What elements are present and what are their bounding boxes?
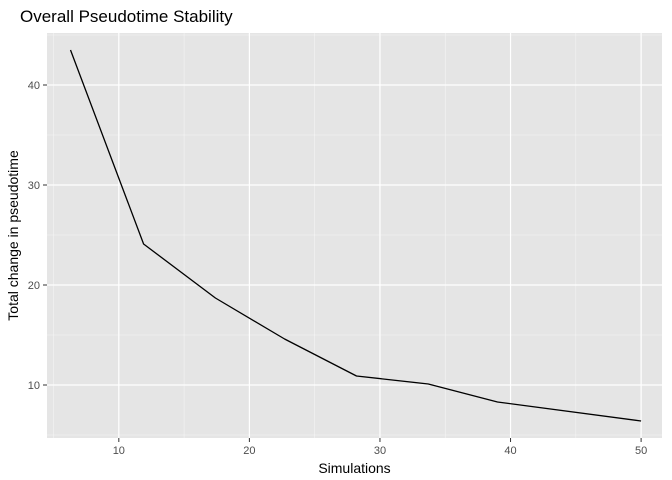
x-tick-label: 40 — [504, 445, 516, 457]
y-tick-label: 10 — [28, 380, 40, 392]
major-gridlines — [47, 33, 662, 438]
x-axis: 10 20 30 40 50 — [113, 438, 647, 457]
x-axis-title: Simulations — [318, 460, 390, 476]
chart-title: Overall Pseudotime Stability — [20, 7, 233, 26]
x-tick-label: 30 — [374, 445, 386, 457]
y-tick-label: 20 — [28, 280, 40, 292]
x-tick-label: 20 — [243, 445, 255, 457]
y-axis-title: Total change in pseudotime — [5, 150, 21, 321]
y-axis: 10 20 30 40 — [28, 80, 47, 392]
x-tick-label: 50 — [635, 445, 647, 457]
series-layer — [69, 49, 642, 422]
x-tick-label: 10 — [113, 445, 125, 457]
y-tick-label: 30 — [28, 180, 40, 192]
series-line — [69, 49, 642, 422]
plot-panel — [47, 33, 662, 438]
minor-gridlines — [47, 33, 662, 438]
y-tick-label: 40 — [28, 80, 40, 92]
